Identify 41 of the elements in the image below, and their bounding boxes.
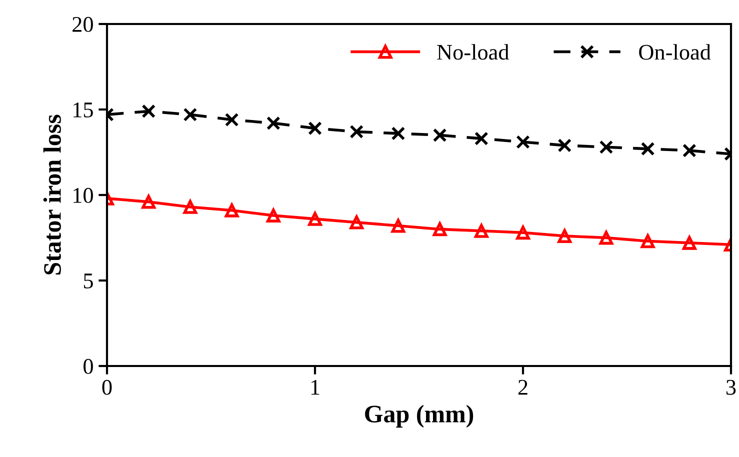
point xyxy=(432,128,447,142)
point xyxy=(266,116,280,130)
point xyxy=(142,194,156,209)
point xyxy=(599,230,614,245)
y-axis-title: Stator iron loss xyxy=(43,114,61,274)
y-tick-label: 20 xyxy=(72,16,93,32)
point xyxy=(308,212,322,226)
point xyxy=(350,215,364,230)
point xyxy=(558,138,572,152)
y-tick-label: 0 xyxy=(84,358,93,374)
legend-label: No-load xyxy=(437,44,510,60)
y-tick-label: 10 xyxy=(74,188,93,203)
point xyxy=(516,135,530,149)
y-tick-label: 5 xyxy=(84,274,93,288)
x-tick-label: 2 xyxy=(518,380,528,395)
x-tick-label: 3 xyxy=(726,380,736,395)
point xyxy=(183,200,198,214)
point xyxy=(391,218,406,233)
point xyxy=(474,224,488,238)
point xyxy=(640,234,655,248)
point xyxy=(142,104,156,118)
legend-label: On-load xyxy=(639,44,711,60)
point xyxy=(432,222,447,236)
point xyxy=(558,229,572,243)
point xyxy=(474,132,488,146)
point xyxy=(224,203,239,218)
x-axis-title: Gap (mm) xyxy=(365,404,474,428)
point xyxy=(682,144,696,158)
x-tick-label: 1 xyxy=(311,380,320,395)
point xyxy=(308,121,322,136)
point xyxy=(640,142,655,156)
point xyxy=(266,208,280,222)
point xyxy=(183,108,198,122)
point xyxy=(599,140,614,154)
point xyxy=(682,236,696,250)
x-tick-label: 0 xyxy=(102,380,112,395)
point xyxy=(350,124,364,139)
point xyxy=(391,126,406,140)
point xyxy=(224,112,239,127)
y-tick-label: 15 xyxy=(74,102,93,118)
point xyxy=(516,226,530,240)
